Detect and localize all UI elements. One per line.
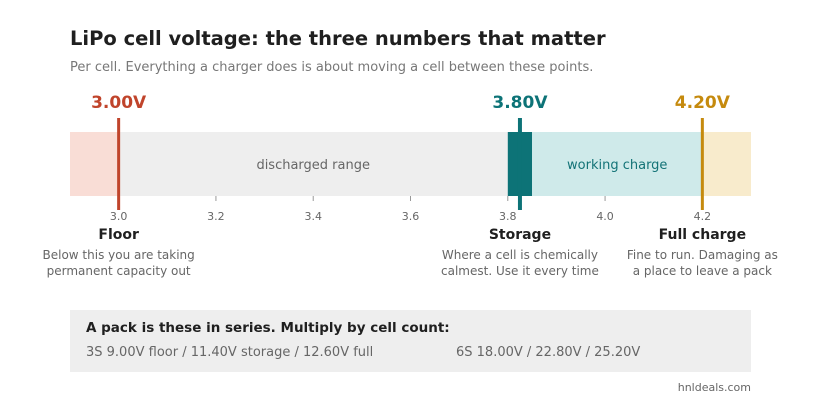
credit-text: hnldeals.com xyxy=(677,381,751,394)
tick-label-4: 3.8 xyxy=(499,210,517,223)
page-title: LiPo cell voltage: the three numbers tha… xyxy=(70,27,606,50)
tick-label-0: 3.0 xyxy=(110,210,128,223)
marker-value-label-2: 4.20V xyxy=(675,93,731,113)
marker-value-label-1: 3.80V xyxy=(492,93,548,113)
band-label-1: discharged range xyxy=(256,158,370,173)
marker-desc-1-0: Where a cell is chemically xyxy=(442,248,598,262)
band-3 xyxy=(532,132,703,196)
marker-desc-0-0: Below this you are taking xyxy=(43,248,195,262)
marker-name-0: Floor xyxy=(98,227,139,243)
marker-desc-2-0: Fine to run. Damaging as xyxy=(627,248,778,262)
pack-series-box: A pack is these in series. Multiply by c… xyxy=(70,310,751,372)
tick-label-5: 4.0 xyxy=(596,210,614,223)
pack-box-title: A pack is these in series. Multiply by c… xyxy=(86,320,450,336)
tick-label-2: 3.4 xyxy=(304,210,322,223)
pack-3s-row: 3S 9.00V floor / 11.40V storage / 12.60V… xyxy=(86,345,374,360)
marker-desc-1-1: calmest. Use it every time xyxy=(441,264,599,278)
marker-name-2: Full charge xyxy=(659,227,746,243)
voltage-number-line-chart: discharged range working charge 3.0 3.2 3.4 3… xyxy=(43,93,778,278)
band-4 xyxy=(702,132,751,196)
marker-name-1: Storage xyxy=(489,227,551,243)
band-label-3: working charge xyxy=(567,158,667,173)
tick-label-3: 3.6 xyxy=(402,210,420,223)
marker-desc-0-1: permanent capacity out xyxy=(47,264,191,278)
tick-label-1: 3.2 xyxy=(207,210,225,223)
tick-label-6: 4.2 xyxy=(694,210,712,223)
band-0 xyxy=(70,132,119,196)
page-subtitle: Per cell. Everything a charger does is a… xyxy=(70,60,594,75)
marker-value-label-0: 3.00V xyxy=(91,93,147,113)
band-1 xyxy=(118,132,508,196)
pack-6s-row: 6S 18.00V / 22.80V / 25.20V xyxy=(456,345,641,360)
marker-desc-2-1: a place to leave a pack xyxy=(633,264,772,278)
